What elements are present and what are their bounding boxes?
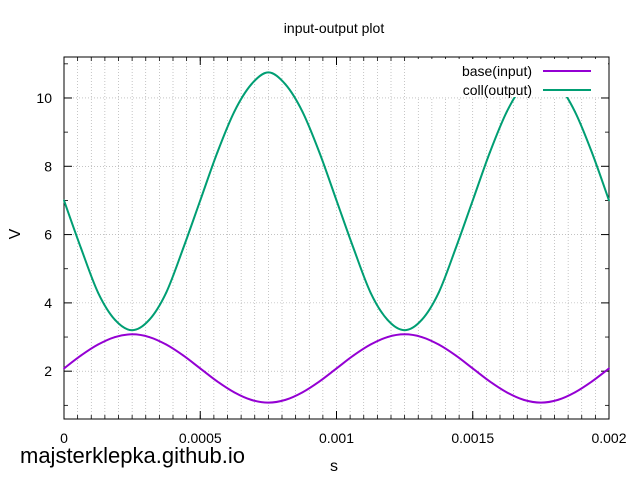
legend-label: coll(output) [463, 82, 532, 98]
data-point [437, 291, 440, 294]
data-point [250, 398, 253, 401]
data-point [352, 247, 355, 250]
data-point [471, 367, 474, 370]
data-point [403, 329, 406, 332]
data-point [165, 291, 168, 294]
axes: 2 4 6 8 10 0 0.0005 0.001 0.0015 0.002 [36, 56, 627, 446]
legend-label: base(input) [462, 63, 532, 79]
x-tick-label: 0 [60, 430, 68, 446]
data-point [114, 336, 116, 338]
data-point [335, 367, 338, 370]
data-point [301, 110, 304, 113]
data-point [114, 319, 116, 321]
data-point [522, 398, 525, 401]
x-tick-label: 0.002 [591, 430, 626, 446]
data-point [591, 151, 593, 154]
data-point [608, 367, 610, 370]
data-point [386, 336, 389, 338]
data-point [608, 199, 610, 202]
data-point [335, 199, 338, 202]
y-axis-label: V [7, 228, 24, 239]
data-point [488, 151, 491, 154]
data-point [505, 391, 508, 394]
data-point [369, 343, 372, 346]
data-point [80, 247, 82, 250]
data-point [182, 247, 185, 250]
data-point [284, 83, 287, 86]
data-point [80, 354, 82, 357]
grid [64, 57, 609, 419]
data-point [267, 71, 270, 74]
data-point [165, 343, 168, 346]
data-point [301, 391, 304, 394]
data-point [352, 354, 355, 357]
data-point [250, 83, 253, 86]
data-point [386, 319, 389, 321]
data-point [148, 319, 151, 321]
data-point [267, 401, 270, 404]
y-tick-label: 10 [36, 90, 52, 106]
data-point [199, 367, 202, 370]
data-point [318, 380, 321, 383]
data-point [369, 291, 372, 294]
data-point [488, 380, 491, 383]
footer-watermark: majsterklepka.github.io [20, 443, 246, 468]
data-point [318, 151, 321, 154]
y-tick-label: 2 [44, 363, 52, 379]
x-tick-label: 0.0005 [179, 430, 222, 446]
data-point [574, 110, 576, 113]
x-tick-label: 0.001 [319, 430, 354, 446]
chart-title: input-output plot [284, 20, 385, 36]
data-point [199, 199, 202, 202]
data-point [574, 391, 576, 394]
data-point [182, 354, 185, 357]
y-tick-label: 4 [44, 295, 52, 311]
data-point [216, 151, 219, 154]
data-point [97, 343, 99, 346]
data-point [148, 336, 151, 338]
data-point [284, 398, 287, 401]
data-point [557, 398, 559, 401]
data-point [420, 336, 423, 338]
data-point [216, 380, 219, 383]
data-point [63, 367, 65, 370]
data-point [131, 333, 134, 336]
legend: base(input) coll(output) [412, 59, 608, 98]
data-point [233, 110, 236, 113]
data-point [437, 343, 440, 346]
y-tick-label: 8 [44, 158, 52, 174]
data-point [539, 401, 542, 404]
data-point [454, 354, 457, 357]
data-point [63, 199, 65, 202]
data-point [471, 199, 474, 202]
data-point [131, 329, 134, 332]
x-axis-label: s [330, 458, 338, 475]
data-point [233, 391, 236, 394]
y-tick-label: 6 [44, 227, 52, 243]
data-point [505, 110, 508, 113]
x-tick-label: 0.0015 [451, 430, 494, 446]
data-point [403, 333, 406, 336]
plot-frame [63, 56, 610, 420]
data-point [420, 319, 423, 321]
data-point [591, 380, 593, 383]
data-point [454, 247, 457, 250]
data-point [97, 291, 99, 294]
